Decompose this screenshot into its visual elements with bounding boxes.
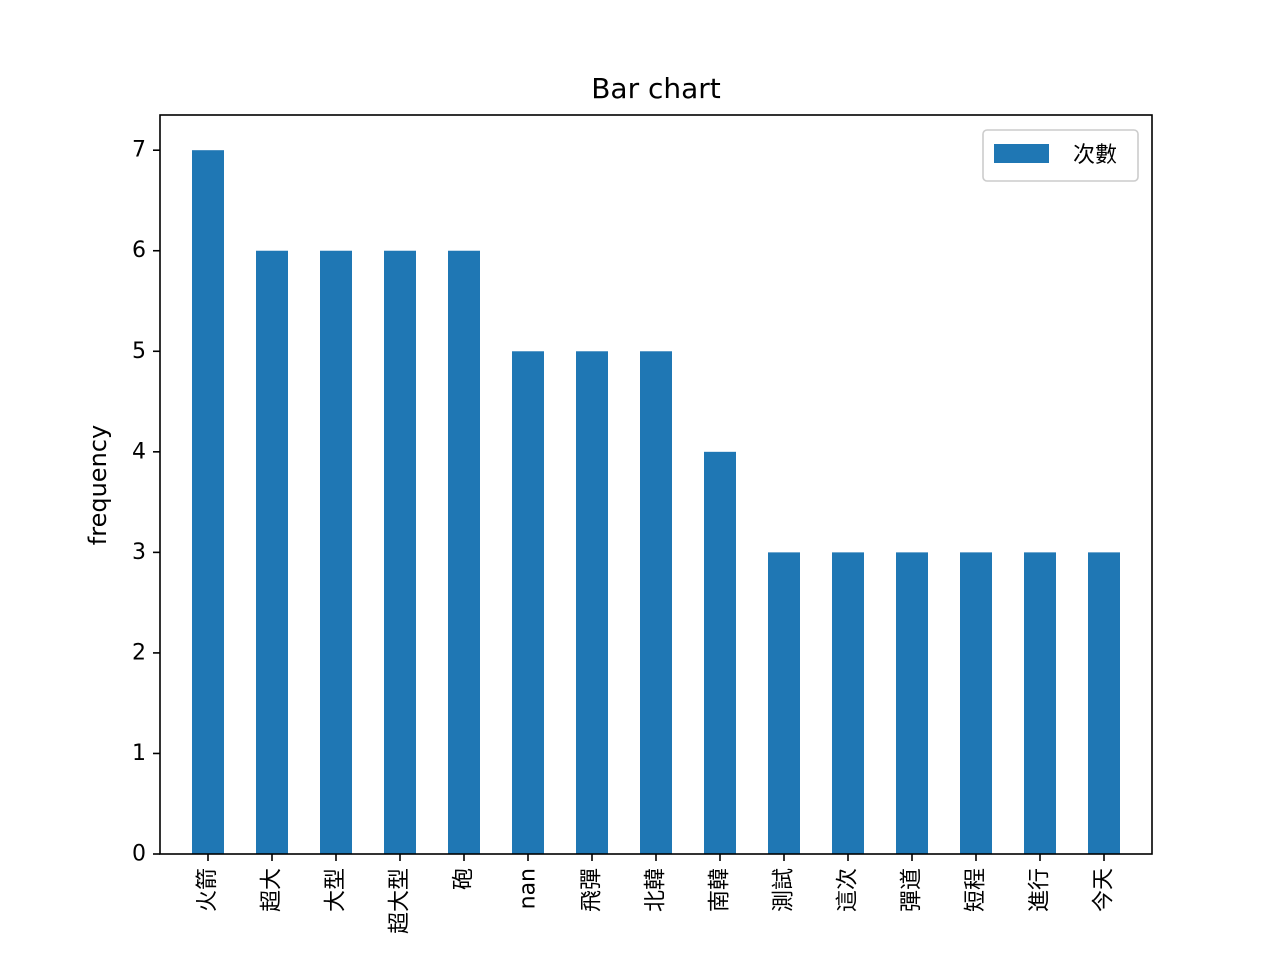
- x-tick-label-4: 砲: [452, 868, 477, 890]
- legend-label: 次數: [1073, 143, 1117, 168]
- y-tick-label-2: 2: [132, 640, 146, 665]
- x-tick-label-12: 短程: [964, 868, 989, 912]
- x-tick-label-9: 測試: [772, 868, 797, 912]
- x-tick-label-8: 南韓: [708, 868, 733, 912]
- y-axis-label: frequency: [84, 425, 112, 545]
- x-tick-label-5: nan: [516, 868, 541, 909]
- bar-5: [512, 351, 544, 854]
- x-tick-label-1: 超大: [260, 868, 285, 912]
- y-tick-label-6: 6: [132, 238, 146, 263]
- bar-10: [832, 552, 864, 854]
- bars-group: [192, 150, 1120, 855]
- bar-3: [384, 250, 416, 855]
- y-tick-label-7: 7: [132, 138, 146, 163]
- y-axis: 0 1 2 3 4 5 6 7: [132, 138, 160, 867]
- x-tick-label-10: 這次: [836, 868, 861, 912]
- bar-1: [256, 250, 288, 855]
- chart-title: Bar chart: [591, 72, 721, 105]
- x-tick-label-14: 今天: [1092, 868, 1117, 912]
- legend: 次數: [982, 129, 1139, 182]
- legend-box: [982, 129, 1139, 182]
- x-axis: 火箭 超大 大型 超大型 砲 nan 飛彈 北韓 南韓 測試 這次 彈道 短程 進行 今天: [196, 854, 1117, 934]
- bar-14: [1088, 552, 1120, 854]
- y-tick-label-3: 3: [132, 540, 146, 565]
- x-tick-label-0: 火箭: [196, 868, 221, 912]
- bar-4: [448, 250, 480, 855]
- bar-11: [896, 552, 928, 854]
- bar-7: [640, 351, 672, 854]
- legend-swatch: [994, 144, 1049, 163]
- plot-frame: [159, 114, 1153, 855]
- y-tick-label-1: 1: [132, 741, 146, 766]
- y-tick-label-0: 0: [132, 842, 146, 867]
- bar-6: [576, 351, 608, 854]
- x-tick-label-13: 進行: [1028, 868, 1053, 912]
- bar-0: [192, 150, 224, 854]
- bar-2: [320, 250, 352, 855]
- y-tick-label-5: 5: [132, 339, 146, 364]
- bar-8: [704, 451, 736, 854]
- bar-13: [1024, 552, 1056, 854]
- x-tick-label-3: 超大型: [388, 868, 413, 934]
- x-tick-label-7: 北韓: [644, 868, 669, 912]
- x-tick-label-2: 大型: [324, 868, 349, 912]
- bar-9: [768, 552, 800, 854]
- y-tick-label-4: 4: [132, 439, 146, 464]
- bar-12: [960, 552, 992, 854]
- x-tick-label-11: 彈道: [900, 868, 925, 912]
- x-tick-label-6: 飛彈: [580, 868, 605, 912]
